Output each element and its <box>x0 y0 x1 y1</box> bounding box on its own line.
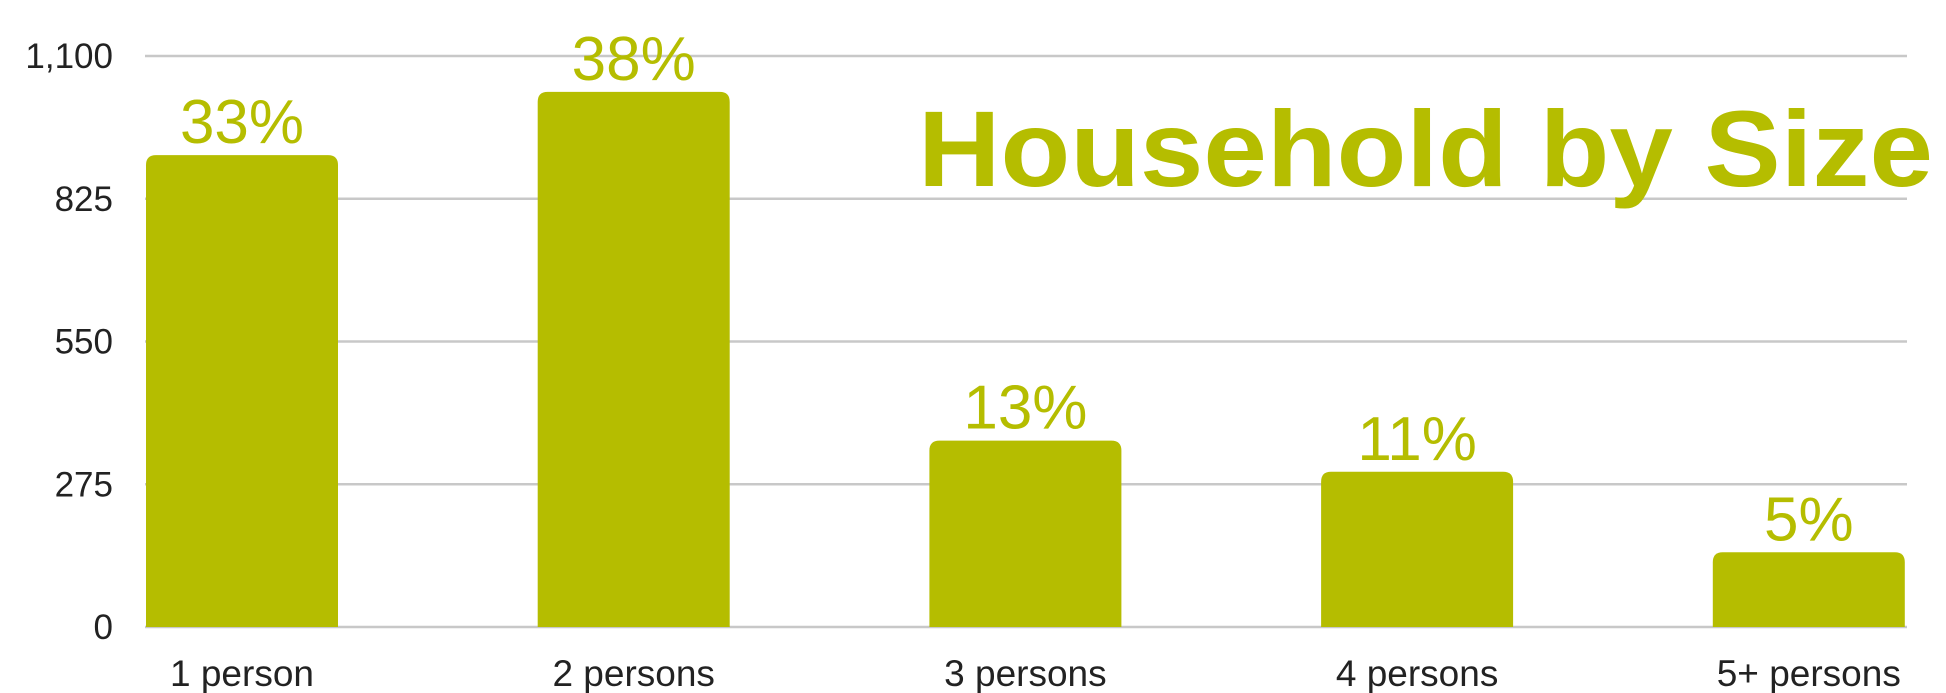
bar <box>1321 471 1514 627</box>
y-tick-label: 275 <box>55 465 113 504</box>
data-label: 5% <box>1764 485 1854 554</box>
chart-title: Household by Size <box>918 88 1933 209</box>
y-tick-label: 0 <box>94 608 113 647</box>
bar <box>1712 552 1905 627</box>
bar <box>146 155 338 627</box>
data-label: 33% <box>180 88 304 157</box>
y-tick-label: 550 <box>55 323 113 362</box>
data-label: 38% <box>572 25 696 94</box>
data-label: 11% <box>1357 405 1477 474</box>
x-tick-label: 2 persons <box>552 653 715 693</box>
y-tick-label: 1,100 <box>25 37 113 76</box>
x-tick-label: 4 persons <box>1336 653 1499 693</box>
y-tick-label: 825 <box>55 180 113 219</box>
x-tick-label: 5+ persons <box>1717 653 1901 693</box>
x-tick-label: 1 person <box>170 653 314 693</box>
bar <box>537 91 730 628</box>
data-label: 13% <box>963 374 1087 443</box>
x-tick-label: 3 persons <box>944 653 1107 693</box>
bar <box>929 440 1122 627</box>
